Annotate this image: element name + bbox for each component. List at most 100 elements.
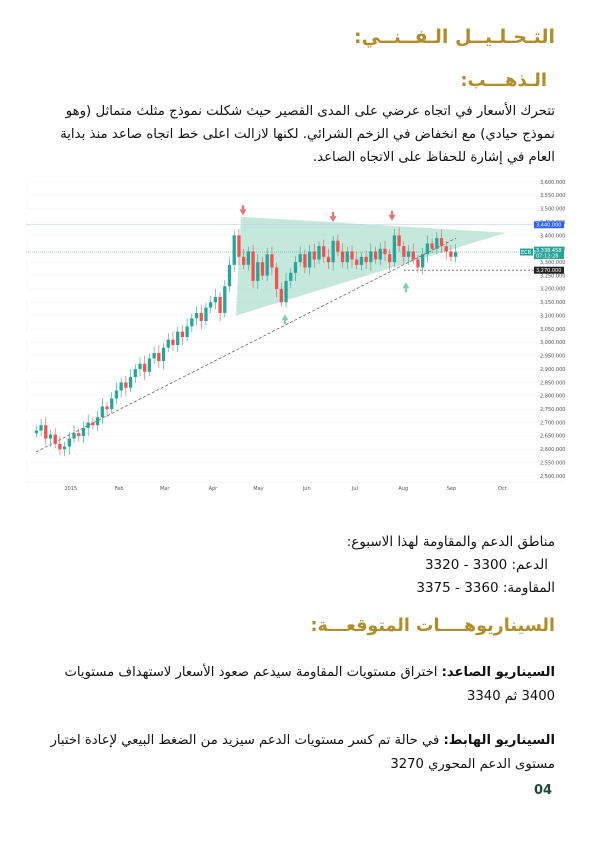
candle-body <box>397 235 401 247</box>
candle-body <box>246 251 251 265</box>
support-value: 3300 - 3320 <box>424 557 508 573</box>
candle-body <box>176 331 180 346</box>
candle-body <box>166 339 170 348</box>
support-resistance-zones: مناطق الدعم والمقاومة لهذا الاسبوع: الدع… <box>35 531 555 600</box>
candle-body <box>303 254 307 268</box>
x-tick-label: Aug <box>398 486 408 492</box>
y-tick-label: 3,600.000 <box>540 180 565 186</box>
resistance-value: 3360 - 3375 <box>416 580 499 596</box>
candle-body <box>209 302 213 308</box>
candle-body <box>307 251 312 268</box>
y-tick-label: 2,600.000 <box>540 447 565 453</box>
arrow-stem <box>404 288 408 293</box>
upper-price-tag-bg <box>534 221 564 229</box>
section-title: التـحـلـيــل الـفــنــي: <box>353 26 555 48</box>
candle-body <box>373 251 378 260</box>
y-tick-label: 3,000.000 <box>540 340 565 346</box>
candle-body <box>81 427 86 436</box>
candle-body <box>312 251 316 260</box>
candle-body <box>180 331 185 338</box>
current-time-tag-bg <box>534 252 564 259</box>
candle-body <box>124 382 128 388</box>
candles-group <box>34 227 458 457</box>
candle-body <box>364 256 368 263</box>
candle-body <box>453 252 458 257</box>
x-tick-label: Mar <box>160 486 170 492</box>
candle-body <box>260 262 265 276</box>
x-tick-label: Sep <box>447 486 456 492</box>
gold-title: الـذهـــب: <box>460 70 547 91</box>
y-tick-label: 3,150.000 <box>540 300 565 306</box>
candle-body <box>284 280 288 303</box>
y-axis: 3,600.0003,550.0003,500.0003,450.0003,40… <box>540 180 565 480</box>
y-tick-label: 3,200.000 <box>540 287 565 293</box>
candle-body <box>256 262 260 281</box>
candle-body <box>340 251 345 263</box>
y-tick-label: 2,650.000 <box>540 434 565 440</box>
bear-label: السيناريو الهابط: <box>443 733 556 748</box>
arrow-stem <box>241 205 245 210</box>
candle-body <box>355 259 359 265</box>
candle-body <box>110 398 114 410</box>
support-arrow-icon <box>281 314 289 321</box>
candle-body <box>86 422 90 428</box>
candle-body <box>378 248 382 260</box>
candle-body <box>213 296 218 303</box>
y-tick-label: 2,700.000 <box>540 420 565 426</box>
y-tick-label: 2,900.000 <box>540 367 565 373</box>
arrows-group <box>239 205 410 325</box>
resistance-arrow-icon <box>329 216 337 223</box>
y-tick-label: 3,300.000 <box>540 260 565 266</box>
candle-body <box>350 251 354 260</box>
candle-body <box>435 238 439 249</box>
candle-body <box>439 238 444 247</box>
candle-body <box>322 246 326 257</box>
candle-body <box>161 347 166 362</box>
candle-body <box>388 254 392 263</box>
candle-body <box>223 286 227 313</box>
candle-body <box>199 312 203 321</box>
resistance-arrow-icon <box>239 209 247 216</box>
scenarios-title: السيناريوهــــات المتوقعـــة: <box>310 616 555 636</box>
candle-body <box>157 353 161 362</box>
candle-body <box>421 254 425 268</box>
candle-body <box>53 434 57 444</box>
candle-body <box>147 358 152 372</box>
candle-body <box>416 259 420 268</box>
candle-body <box>114 390 119 399</box>
candle-body <box>232 235 236 265</box>
current-price-tag-bg <box>534 246 564 254</box>
candle-body <box>411 251 415 260</box>
candle-body <box>58 443 62 450</box>
candle-body <box>392 235 397 263</box>
support-label: الدعم: <box>511 557 548 573</box>
candle-body <box>227 264 232 287</box>
page-number: 04 <box>534 783 553 798</box>
candle-body <box>298 254 302 263</box>
symbol-tag-bg <box>520 248 533 256</box>
y-tick-label: 2,850.000 <box>540 380 565 386</box>
x-tick-label: 2015 <box>65 486 78 492</box>
candle-body <box>138 363 142 370</box>
candle-body <box>293 262 298 273</box>
candle-body <box>133 369 137 378</box>
y-tick-label: 3,500.000 <box>540 207 565 213</box>
candle-body <box>91 422 95 426</box>
candle-body <box>67 438 71 447</box>
arrow-stem <box>283 320 287 325</box>
candle-body <box>48 434 53 439</box>
ascending-trendline <box>35 237 457 453</box>
candle-body <box>345 251 349 263</box>
candle-body <box>128 377 133 388</box>
candle-body <box>237 235 241 257</box>
candle-body <box>336 240 340 252</box>
x-tick-label: Jul <box>351 486 358 492</box>
candle-body <box>270 254 274 268</box>
candle-body <box>34 430 39 434</box>
candle-body <box>72 433 76 439</box>
resistance-line: المقاومة: 3360 - 3375 <box>35 577 555 600</box>
candle-body <box>204 307 208 321</box>
candle-body <box>95 417 100 426</box>
candle-body <box>152 353 156 359</box>
